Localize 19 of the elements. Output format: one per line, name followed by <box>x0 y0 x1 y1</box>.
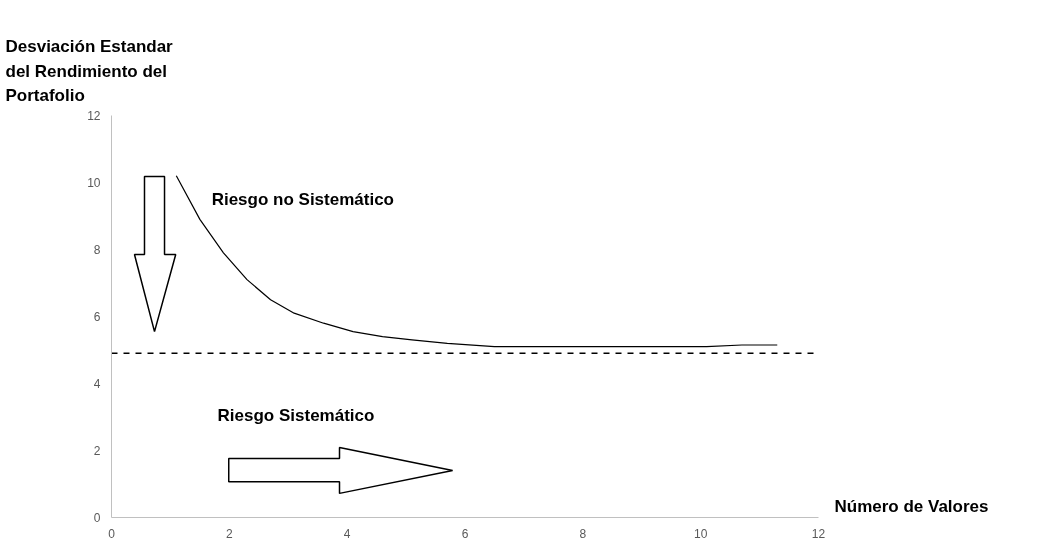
y-tick-label: 10 <box>87 176 101 190</box>
y-tick-label: 8 <box>93 243 101 257</box>
line-series <box>175 175 778 348</box>
x-tick-label: 2 <box>226 526 233 541</box>
y-tick-label: 2 <box>93 444 101 458</box>
y-axis-title: Desviación Estandar del Rendimiento del Portafolio <box>5 37 174 106</box>
x-tick-label: 0 <box>108 526 116 541</box>
y-tick-label: 4 <box>93 377 101 391</box>
x-tick-label: 10 <box>693 526 708 541</box>
x-tick-label: 8 <box>579 526 587 541</box>
annotation: Riesgo Sistemático <box>217 406 375 426</box>
y-tick-label: 0 <box>93 511 101 525</box>
x-tick-label: 12 <box>811 526 826 541</box>
x-axis-title: Número de Valores <box>834 496 989 516</box>
x-tick-label: 6 <box>461 526 469 541</box>
y-tick-label: 6 <box>93 310 101 324</box>
annotation: Riesgo no Sistemático <box>211 190 394 210</box>
x-tick-label: 4 <box>343 526 351 541</box>
y-tick-label: 12 <box>87 109 101 123</box>
